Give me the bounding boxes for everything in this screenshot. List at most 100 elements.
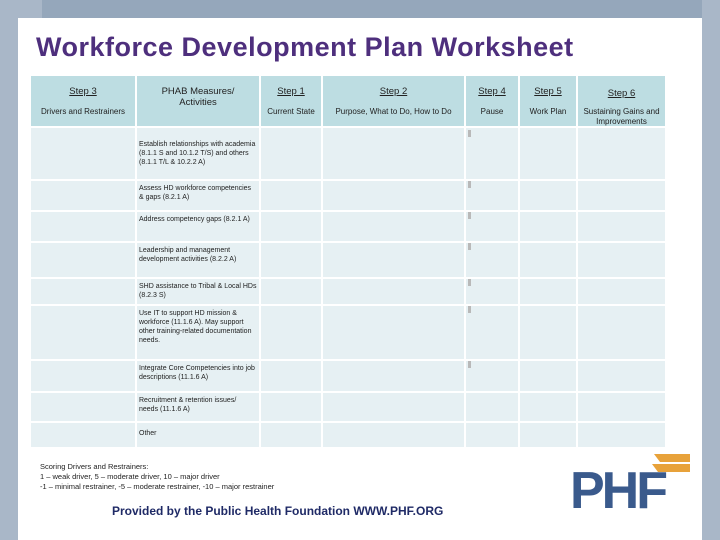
sustaining-cell[interactable] [578,128,665,179]
work-plan-cell[interactable] [520,212,576,241]
work-plan-cell[interactable] [520,306,576,359]
sustaining-cell[interactable] [578,243,665,277]
pause-cell[interactable] [466,181,518,210]
header-label: Step 3 [69,86,97,97]
scoring-drivers: 1 – weak driver, 5 – moderate driver, 10… [40,472,220,481]
purpose-cell[interactable] [323,243,464,277]
driver-cell[interactable] [31,393,135,421]
header-label: Step 2 [379,86,408,97]
driver-cell[interactable] [31,128,135,179]
header-sub: Drivers and Restrainers [40,107,126,116]
scoring-legend: Scoring Drivers and Restrainers: 1 – wea… [40,462,274,492]
purpose-cell[interactable] [323,423,464,447]
driver-cell[interactable] [31,423,135,447]
measure-cell: Other [137,423,259,447]
current-state-cell[interactable] [261,128,321,179]
work-plan-cell[interactable] [520,181,576,210]
measure-text: Establish relationships with academia (8… [139,141,256,166]
table-row: Assess HD workforce competencies & gaps … [31,181,665,210]
slide: Workforce Development Plan Worksheet Ste… [18,18,702,540]
current-state-cell[interactable] [261,361,321,391]
header-label: Step 4 [478,86,506,97]
driver-cell[interactable] [31,243,135,277]
work-plan-cell[interactable] [520,393,576,421]
driver-cell[interactable] [31,181,135,210]
measure-text: Assess HD workforce competencies & gaps … [139,185,252,201]
purpose-cell[interactable] [323,128,464,179]
header-sub: Purpose, What to Do, How to Do [335,107,452,116]
pause-cell[interactable] [466,361,518,391]
current-state-cell[interactable] [261,212,321,241]
cell-marker [468,212,471,219]
scoring-restrainers: -1 – minimal restrainer, -5 – moderate r… [40,482,275,491]
cell-marker [468,306,471,313]
purpose-cell[interactable] [323,393,464,421]
driver-cell[interactable] [31,306,135,359]
header-sub: Work Plan [529,107,567,116]
sustaining-cell[interactable] [578,361,665,391]
footer-credit: Provided by the Public Health Foundation… [112,504,444,518]
sustaining-cell[interactable] [578,181,665,210]
pause-cell[interactable] [466,243,518,277]
header-step1: Step 1 Current State [261,76,321,126]
current-state-cell[interactable] [261,423,321,447]
header-step4: Step 4 Pause [466,76,518,126]
measure-cell: Leadership and management development ac… [137,243,259,277]
purpose-cell[interactable] [323,181,464,210]
work-plan-cell[interactable] [520,243,576,277]
pause-cell[interactable] [466,212,518,241]
header-sub: Sustaining Gains and Improvements [583,107,660,126]
purpose-cell[interactable] [323,361,464,391]
current-state-cell[interactable] [261,306,321,359]
sustaining-cell[interactable] [578,423,665,447]
measure-text: Other [139,430,157,437]
cell-marker [468,361,471,368]
current-state-cell[interactable] [261,279,321,304]
purpose-cell[interactable] [323,212,464,241]
sustaining-cell[interactable] [578,279,665,304]
driver-cell[interactable] [31,279,135,304]
header-phab: PHAB Measures/ Activities [137,76,259,126]
measure-text: Address competency gaps (8.2.1 A) [139,216,250,223]
measure-text: Integrate Core Competencies into job des… [139,365,255,381]
table-row: Recruitment & retention issues/ needs (1… [31,393,665,421]
sustaining-cell[interactable] [578,393,665,421]
cell-marker [468,130,471,137]
work-plan-cell[interactable] [520,128,576,179]
pause-cell[interactable] [466,306,518,359]
header-step3: Step 3 Drivers and Restrainers [31,76,135,126]
pause-cell[interactable] [466,128,518,179]
driver-cell[interactable] [31,212,135,241]
cell-marker [468,279,471,286]
driver-cell[interactable] [31,361,135,391]
table-row: Leadership and management development ac… [31,243,665,277]
measure-cell: Recruitment & retention issues/ needs (1… [137,393,259,421]
pause-cell[interactable] [466,279,518,304]
measure-text: Leadership and management development ac… [139,247,237,263]
work-plan-cell[interactable] [520,423,576,447]
table-row: Establish relationships with academia (8… [31,128,665,179]
scoring-heading: Scoring Drivers and Restrainers: [40,462,149,471]
table-row: Address competency gaps (8.2.1 A) [31,212,665,241]
pause-cell[interactable] [466,393,518,421]
header-label: Step 1 [277,86,305,97]
pause-cell[interactable] [466,423,518,447]
purpose-cell[interactable] [323,279,464,304]
table-row: Use IT to support HD mission & workforce… [31,306,665,359]
current-state-cell[interactable] [261,181,321,210]
current-state-cell[interactable] [261,393,321,421]
sustaining-cell[interactable] [578,212,665,241]
purpose-cell[interactable] [323,306,464,359]
slide-title: Workforce Development Plan Worksheet [36,32,574,62]
current-state-cell[interactable] [261,243,321,277]
measure-text: Recruitment & retention issues/ needs (1… [139,397,237,413]
measure-cell: SHD assistance to Tribal & Local HDs (8.… [137,279,259,304]
measure-cell: Integrate Core Competencies into job des… [137,361,259,391]
measure-text: SHD assistance to Tribal & Local HDs (8.… [139,283,257,299]
measure-text: Use IT to support HD mission & workforce… [139,310,252,344]
header-sub: Pause [480,107,504,116]
work-plan-cell[interactable] [520,279,576,304]
header-sub: Current State [267,107,315,116]
work-plan-cell[interactable] [520,361,576,391]
sustaining-cell[interactable] [578,306,665,359]
